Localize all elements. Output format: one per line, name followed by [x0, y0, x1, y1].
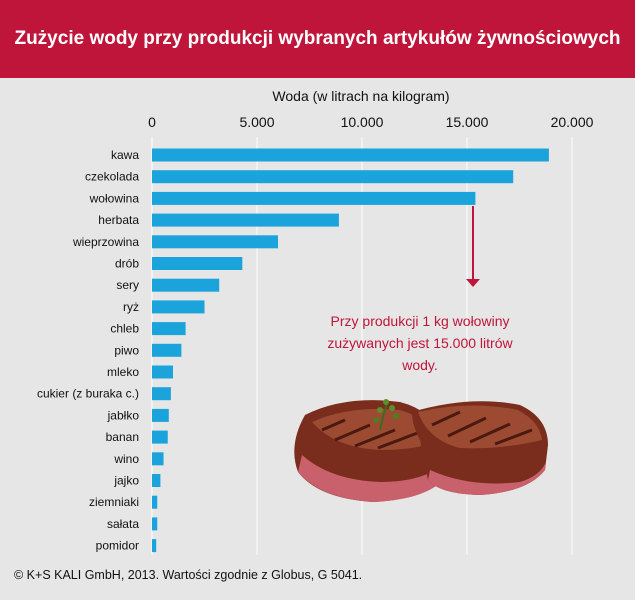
category-label: jabłko — [107, 408, 140, 422]
bar-10 — [152, 365, 173, 379]
bar-8 — [152, 322, 186, 336]
category-label: pomidor — [96, 539, 139, 553]
header-banner: Zużycie wody przy produkcji wybranych ar… — [0, 0, 635, 78]
category-label: drób — [115, 257, 139, 271]
bar-11 — [152, 387, 171, 401]
category-label: sery — [116, 278, 139, 292]
category-label: wino — [113, 452, 139, 466]
chart-title: Zużycie wody przy produkcji wybranych ar… — [14, 28, 621, 49]
bar-1 — [152, 170, 514, 184]
annotation-arrow — [466, 206, 480, 287]
bar-17 — [152, 517, 158, 531]
bar-3 — [152, 213, 339, 227]
bar-4 — [152, 235, 278, 249]
x-tick-label: 15.000 — [446, 114, 489, 130]
bar-9 — [152, 343, 182, 357]
bar-0 — [152, 148, 549, 162]
category-label: czekolada — [85, 170, 139, 184]
bar-5 — [152, 257, 243, 270]
bar-13 — [152, 430, 168, 444]
bar-12 — [152, 408, 169, 422]
x-axis-label: Woda (w litrach na kilogram) — [272, 88, 449, 104]
category-label: jajko — [113, 474, 139, 488]
category-label: ziemniaki — [89, 495, 139, 509]
source-note: © K+S KALI GmbH, 2013. Wartości zgodnie … — [14, 568, 363, 582]
annotation-text: Przy produkcji 1 kg wołowiny zużywanych j… — [327, 313, 513, 373]
bar-16 — [152, 495, 158, 509]
category-label: sałata — [107, 517, 139, 531]
annotation-line: Przy produkcji 1 kg wołowiny — [331, 313, 510, 329]
category-label: chleb — [110, 322, 139, 336]
bar-6 — [152, 278, 220, 292]
category-label: kawa — [111, 148, 139, 162]
category-label: banan — [106, 430, 139, 444]
bar-2 — [152, 191, 476, 205]
bar-15 — [152, 474, 161, 487]
category-label: ryż — [123, 300, 139, 314]
annotation-line: wody. — [401, 357, 438, 373]
x-tick-label: 0 — [148, 114, 156, 130]
category-label: cukier (z buraka c.) — [37, 387, 139, 401]
category-label: piwo — [114, 343, 139, 357]
x-tick-label: 20.000 — [551, 114, 594, 130]
x-tick-label: 10.000 — [341, 114, 384, 130]
x-tick-label: 5.000 — [239, 114, 274, 130]
bar-7 — [152, 300, 205, 314]
bar-18 — [152, 539, 157, 553]
category-label: mleko — [107, 365, 139, 379]
steak-image — [294, 399, 548, 502]
annotation-line: zużywanych jest 15.000 litrów — [327, 335, 513, 351]
category-label: herbata — [98, 213, 139, 227]
bar-14 — [152, 452, 164, 466]
category-label: wołowina — [89, 191, 140, 205]
category-label: wieprzowina — [72, 235, 139, 249]
